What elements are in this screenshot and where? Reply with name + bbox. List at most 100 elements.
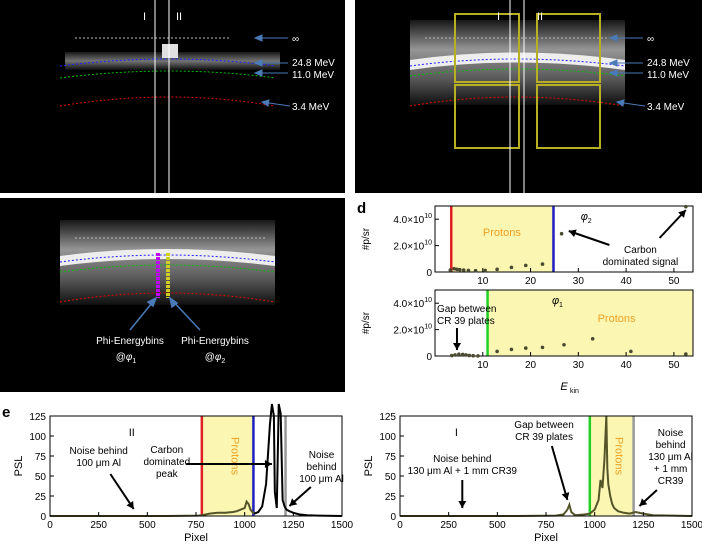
plot-frame xyxy=(434,205,694,273)
y-axis-label: #p/sr xyxy=(361,227,372,250)
panel-letter-e: e xyxy=(2,404,11,421)
x-tick-label: 1500 xyxy=(681,520,702,531)
y-tick-label: 2.0×1010 xyxy=(393,324,432,337)
energy-arrows xyxy=(608,34,646,107)
phi-label: φ xyxy=(552,295,559,307)
ann-left-line2: 130 μm Al + 1 mm CR39 xyxy=(408,466,518,477)
panel-a-image: I II ∞ 24.8 MeV 11.0 MeV 3.4 MeV xyxy=(0,0,345,193)
ann-right-arrow-head xyxy=(639,498,648,506)
ann-mid-line1: Gap between xyxy=(514,420,574,431)
ann-left-arrow-shaft xyxy=(109,473,135,510)
annotation-arrow-left-shaft xyxy=(568,230,610,246)
y-tick-label: 125 xyxy=(379,412,396,423)
data-point xyxy=(590,337,595,341)
data-point xyxy=(471,353,476,358)
mev3-curve xyxy=(59,96,276,107)
signal-band xyxy=(65,52,280,70)
label-II: II xyxy=(537,11,543,23)
label-I: I xyxy=(497,11,500,23)
data-point xyxy=(460,352,465,357)
x-tick-label: 500 xyxy=(489,520,506,531)
data-point xyxy=(629,349,633,354)
x-axis-label: E xyxy=(560,381,568,393)
phi-subscript: 1 xyxy=(559,302,563,309)
data-point xyxy=(455,267,459,272)
shaded-region xyxy=(487,290,693,356)
annotation-line1: Gap between xyxy=(437,304,497,315)
protons-label: Protons xyxy=(613,437,625,475)
data-point xyxy=(495,349,499,354)
bright-arc xyxy=(410,52,625,70)
y-tick-label: 100 xyxy=(379,432,396,443)
y-tick-label: 0 xyxy=(40,512,46,523)
x-tick-label: 0 xyxy=(397,520,403,531)
ann-mid-arrow-head xyxy=(264,460,272,468)
annotation-line1: Carbon xyxy=(624,245,657,256)
energy-label-11: 11.0 MeV xyxy=(292,70,334,81)
ann-right-line2: behind xyxy=(656,440,686,451)
data-point xyxy=(540,262,545,266)
x-tick-label: 750 xyxy=(188,520,205,531)
energy-label-11: 11.0 MeV xyxy=(647,70,689,81)
annotation-arrow-head xyxy=(452,343,461,350)
bin2-line1: Phi-Energybins xyxy=(181,336,249,347)
x-axis-label: Pixel xyxy=(534,532,558,544)
label-II: II xyxy=(176,11,182,23)
shaded-region xyxy=(451,206,554,272)
ann-right-line4: + 1 mm xyxy=(654,464,688,475)
x-tick-label: 500 xyxy=(139,520,156,531)
data-point xyxy=(495,267,499,272)
x-axis-label: Pixel xyxy=(184,532,208,544)
ann-left-line1: Noise behind xyxy=(69,446,127,457)
y-axis-label: PSL xyxy=(13,456,25,477)
bin-arrows xyxy=(129,296,201,331)
data-point xyxy=(523,346,528,350)
label-I: I xyxy=(143,11,146,23)
data-point xyxy=(448,268,453,272)
y-tick-label: 25 xyxy=(35,492,47,503)
data-point xyxy=(464,353,468,357)
x-tick-label: 1000 xyxy=(584,520,607,531)
protons-label: Protons xyxy=(229,437,241,475)
y-tick-label: 50 xyxy=(385,472,397,483)
x-axis-label-sub: kin xyxy=(570,388,579,394)
protons-label: Protons xyxy=(598,313,636,325)
data-point xyxy=(449,353,454,358)
y-tick-label: 125 xyxy=(29,412,46,423)
series-carbon xyxy=(254,403,343,517)
ann-right-line3: 100 μm Al xyxy=(299,474,344,485)
energy-label-24: 24.8 MeV xyxy=(647,58,690,69)
chart-title: II xyxy=(129,427,135,439)
data-point xyxy=(473,268,478,273)
y-tick-label: 75 xyxy=(35,452,47,463)
x-tick-label: 50 xyxy=(668,360,680,371)
ann-right-arrow-head xyxy=(289,498,298,506)
ann-right-line5: CR39 xyxy=(658,476,684,487)
data-point xyxy=(476,354,480,358)
x-tick-label: 1250 xyxy=(282,520,305,531)
panel-c-image: Phi-Energybins @φ1 Phi-Energybins @φ2 xyxy=(0,198,345,392)
d-top-group: 0 2.0×1010 4.0×1010 10 20 30 40 50 #p/sr Protons φ… xyxy=(361,204,694,287)
annotation-line2: CR 39 plates xyxy=(437,316,495,327)
mev24-curve xyxy=(59,254,276,263)
x-tick-label: 30 xyxy=(573,276,585,287)
ann-right-line2: behind xyxy=(307,462,337,473)
energy-label-24: 24.8 MeV xyxy=(292,58,335,69)
bin1-line2: @φ1 xyxy=(116,352,137,365)
x-tick-label: 750 xyxy=(538,520,555,531)
series-signal xyxy=(400,415,693,517)
y-tick-label: 0 xyxy=(426,268,432,279)
bin2-line2: @φ2 xyxy=(205,352,226,365)
data-point xyxy=(458,267,462,272)
data-point xyxy=(509,347,514,352)
data-point xyxy=(684,352,688,356)
shaded-region xyxy=(201,416,254,516)
ann-mid-line2: dominated xyxy=(143,457,190,468)
ann-left-arrow-head xyxy=(126,500,134,509)
mev11-curve xyxy=(59,70,276,79)
protons-label: Protons xyxy=(483,227,521,239)
x-tick-label: 0 xyxy=(47,520,53,531)
ann-left-line2: 100 μm Al xyxy=(76,458,121,469)
